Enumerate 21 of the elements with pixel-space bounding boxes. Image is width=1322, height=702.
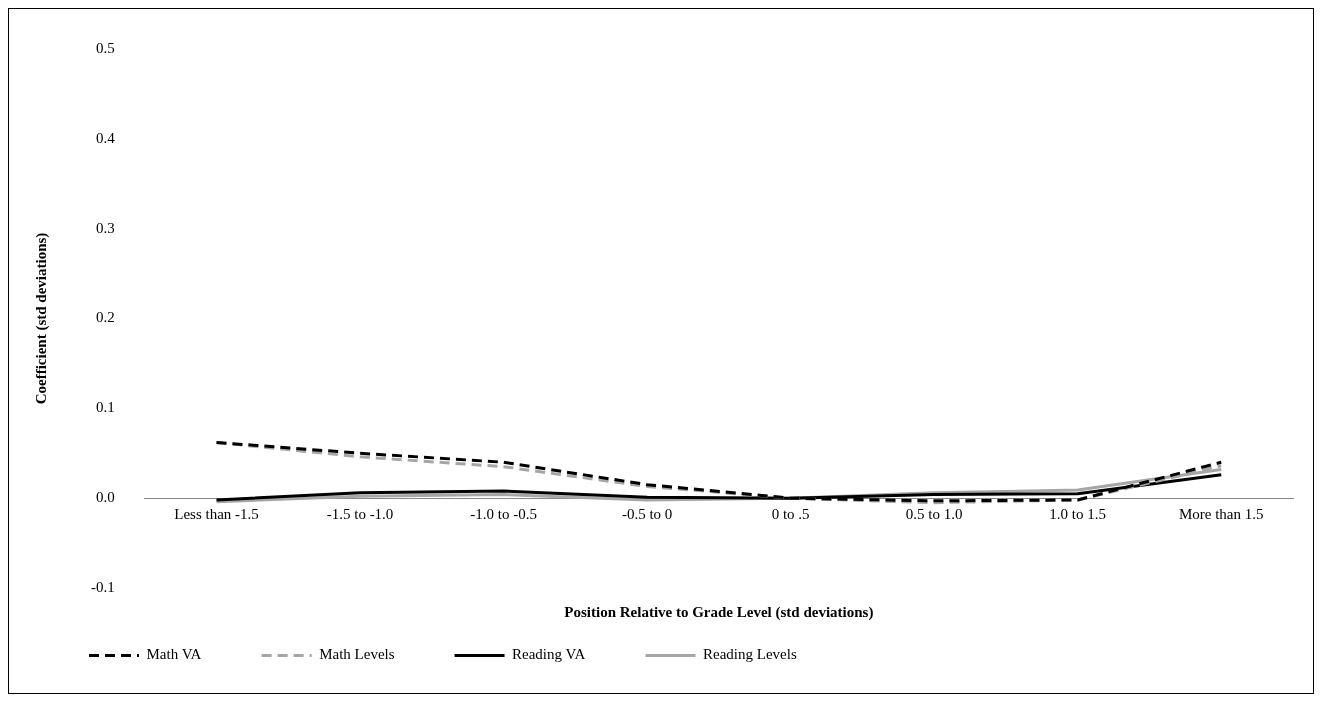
y-tick-label: 0.4 (96, 129, 116, 146)
y-tick-label: 0.0 (96, 489, 115, 506)
x-axis-title: Position Relative to Grade Level (std deviations) (564, 604, 874, 622)
x-tick-label: More than 1.5 (1178, 506, 1264, 523)
y-axis-title: Coefficient (std deviations) (32, 232, 50, 405)
y-tick-label: 0.3 (96, 219, 115, 236)
x-tick-label: -1.5 to -1.0 (326, 506, 394, 523)
legend-label: Reading Levels (703, 646, 797, 663)
legend-label: Reading VA (512, 646, 586, 663)
legend-label: Math VA (146, 646, 202, 663)
x-tick-label: -1.0 to -0.5 (470, 506, 537, 523)
y-tick-label: 0.2 (96, 309, 115, 326)
y-tick-label: 0.5 (96, 39, 115, 56)
x-tick-label: 0 to .5 (771, 506, 810, 523)
x-tick-label: 1.0 to 1.5 (1049, 506, 1107, 523)
x-tick-label: 0.5 to 1.0 (905, 506, 963, 523)
legend-label: Math Levels (319, 646, 395, 663)
x-tick-label: -0.5 to 0 (621, 506, 673, 523)
y-tick-label: 0.1 (96, 399, 115, 416)
y-tick-label: -0.1 (91, 578, 115, 595)
x-tick-label: Less than -1.5 (174, 506, 259, 523)
